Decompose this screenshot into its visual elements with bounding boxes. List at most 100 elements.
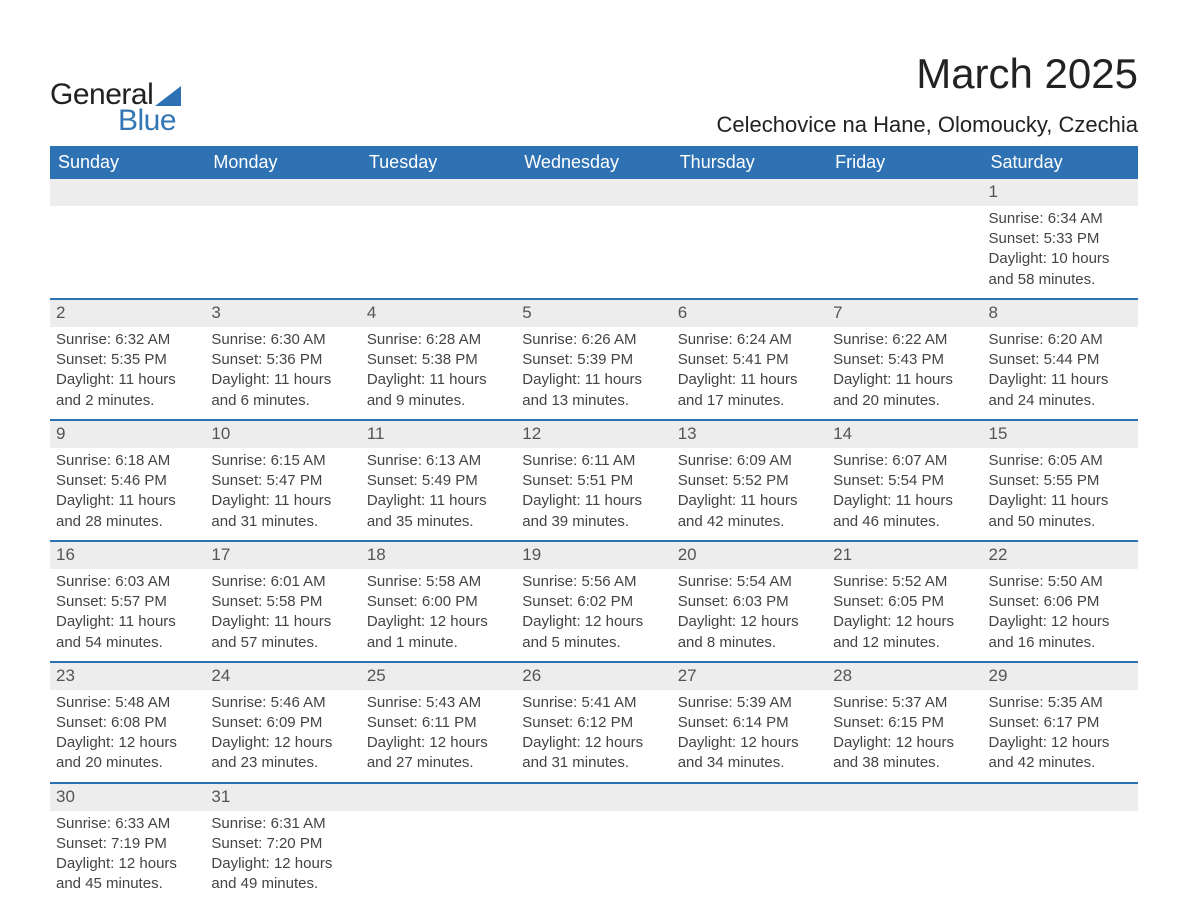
day-number-cell	[672, 179, 827, 206]
sunset-text: Sunset: 6:05 PM	[833, 592, 976, 612]
day-number-row: 30 31	[50, 783, 1138, 811]
daylight-line2: and 38 minutes.	[833, 753, 976, 773]
daylight-line2: and 12 minutes.	[833, 633, 976, 653]
sunrise-text: Sunrise: 5:41 AM	[522, 693, 665, 713]
day-number-cell: 3	[205, 299, 360, 327]
day-number-cell: 15	[983, 420, 1138, 448]
day-detail-cell: Sunrise: 5:54 AMSunset: 6:03 PMDaylight:…	[672, 569, 827, 662]
weekday-header: Tuesday	[361, 146, 516, 179]
sunset-text: Sunset: 7:19 PM	[56, 834, 199, 854]
day-number: 1	[989, 182, 998, 201]
day-number: 31	[211, 787, 230, 806]
day-number-row: 23242526272829	[50, 662, 1138, 690]
daylight-line2: and 28 minutes.	[56, 512, 199, 532]
day-number: 13	[678, 424, 697, 443]
daylight-line1: Daylight: 11 hours	[56, 612, 199, 632]
day-number-cell: 13	[672, 420, 827, 448]
day-number: 20	[678, 545, 697, 564]
sunset-text: Sunset: 5:35 PM	[56, 350, 199, 370]
day-detail-cell: Sunrise: 6:09 AMSunset: 5:52 PMDaylight:…	[672, 448, 827, 541]
sunset-text: Sunset: 6:08 PM	[56, 713, 199, 733]
day-number-cell	[516, 783, 671, 811]
day-detail-cell: Sunrise: 6:31 AMSunset: 7:20 PMDaylight:…	[205, 811, 360, 903]
day-detail-cell: Sunrise: 6:26 AMSunset: 5:39 PMDaylight:…	[516, 327, 671, 420]
day-number-cell	[205, 179, 360, 206]
daylight-line2: and 27 minutes.	[367, 753, 510, 773]
daylight-line1: Daylight: 12 hours	[367, 612, 510, 632]
day-detail-cell	[827, 206, 982, 299]
sunrise-text: Sunrise: 5:35 AM	[989, 693, 1132, 713]
day-number-cell: 14	[827, 420, 982, 448]
day-detail-cell: Sunrise: 5:41 AMSunset: 6:12 PMDaylight:…	[516, 690, 671, 783]
daylight-line1: Daylight: 12 hours	[211, 854, 354, 874]
day-detail-cell: Sunrise: 5:56 AMSunset: 6:02 PMDaylight:…	[516, 569, 671, 662]
sunrise-text: Sunrise: 6:07 AM	[833, 451, 976, 471]
day-number: 2	[56, 303, 65, 322]
day-detail-cell: Sunrise: 5:37 AMSunset: 6:15 PMDaylight:…	[827, 690, 982, 783]
sunrise-text: Sunrise: 6:13 AM	[367, 451, 510, 471]
daylight-line1: Daylight: 11 hours	[678, 370, 821, 390]
daylight-line2: and 9 minutes.	[367, 391, 510, 411]
daylight-line1: Daylight: 12 hours	[833, 612, 976, 632]
daylight-line1: Daylight: 12 hours	[989, 612, 1132, 632]
daylight-line2: and 42 minutes.	[678, 512, 821, 532]
day-detail-cell	[672, 811, 827, 903]
day-number-cell: 5	[516, 299, 671, 327]
day-number-cell: 27	[672, 662, 827, 690]
sunrise-text: Sunrise: 6:34 AM	[989, 209, 1132, 229]
day-detail-row: Sunrise: 5:48 AMSunset: 6:08 PMDaylight:…	[50, 690, 1138, 783]
day-number-cell: 16	[50, 541, 205, 569]
day-number-cell: 22	[983, 541, 1138, 569]
day-detail-cell	[205, 206, 360, 299]
day-detail-cell: Sunrise: 6:07 AMSunset: 5:54 PMDaylight:…	[827, 448, 982, 541]
daylight-line1: Daylight: 12 hours	[56, 733, 199, 753]
day-number-cell: 17	[205, 541, 360, 569]
day-number-cell: 1	[983, 179, 1138, 206]
sunrise-text: Sunrise: 6:33 AM	[56, 814, 199, 834]
day-number-cell: 25	[361, 662, 516, 690]
daylight-line2: and 6 minutes.	[211, 391, 354, 411]
daylight-line1: Daylight: 12 hours	[522, 612, 665, 632]
daylight-line1: Daylight: 11 hours	[522, 491, 665, 511]
daylight-line2: and 34 minutes.	[678, 753, 821, 773]
day-detail-cell	[50, 206, 205, 299]
day-number-cell: 30	[50, 783, 205, 811]
day-number-cell: 19	[516, 541, 671, 569]
sunrise-text: Sunrise: 6:20 AM	[989, 330, 1132, 350]
day-detail-cell: Sunrise: 6:15 AMSunset: 5:47 PMDaylight:…	[205, 448, 360, 541]
weekday-header-row: Sunday Monday Tuesday Wednesday Thursday…	[50, 146, 1138, 179]
day-detail-cell: Sunrise: 5:39 AMSunset: 6:14 PMDaylight:…	[672, 690, 827, 783]
day-detail-cell	[672, 206, 827, 299]
sunrise-text: Sunrise: 5:46 AM	[211, 693, 354, 713]
daylight-line1: Daylight: 11 hours	[211, 370, 354, 390]
daylight-line1: Daylight: 11 hours	[833, 491, 976, 511]
day-number-cell: 31	[205, 783, 360, 811]
daylight-line1: Daylight: 11 hours	[56, 370, 199, 390]
day-detail-cell: Sunrise: 5:43 AMSunset: 6:11 PMDaylight:…	[361, 690, 516, 783]
daylight-line2: and 42 minutes.	[989, 753, 1132, 773]
daylight-line1: Daylight: 11 hours	[211, 612, 354, 632]
day-number-cell: 9	[50, 420, 205, 448]
sunset-text: Sunset: 5:41 PM	[678, 350, 821, 370]
page-title: March 2025	[717, 50, 1138, 98]
day-detail-cell	[827, 811, 982, 903]
day-number: 19	[522, 545, 541, 564]
day-number: 8	[989, 303, 998, 322]
day-number: 6	[678, 303, 687, 322]
daylight-line1: Daylight: 12 hours	[989, 733, 1132, 753]
day-number: 16	[56, 545, 75, 564]
sunrise-text: Sunrise: 6:24 AM	[678, 330, 821, 350]
day-number-cell: 28	[827, 662, 982, 690]
day-detail-cell: Sunrise: 6:33 AMSunset: 7:19 PMDaylight:…	[50, 811, 205, 903]
day-number: 17	[211, 545, 230, 564]
weekday-header: Saturday	[983, 146, 1138, 179]
weekday-header: Monday	[205, 146, 360, 179]
day-number-cell	[983, 783, 1138, 811]
day-number: 30	[56, 787, 75, 806]
day-number-cell: 18	[361, 541, 516, 569]
day-number: 9	[56, 424, 65, 443]
sunrise-text: Sunrise: 6:11 AM	[522, 451, 665, 471]
sunset-text: Sunset: 6:17 PM	[989, 713, 1132, 733]
day-detail-cell: Sunrise: 5:58 AMSunset: 6:00 PMDaylight:…	[361, 569, 516, 662]
day-number-cell: 21	[827, 541, 982, 569]
